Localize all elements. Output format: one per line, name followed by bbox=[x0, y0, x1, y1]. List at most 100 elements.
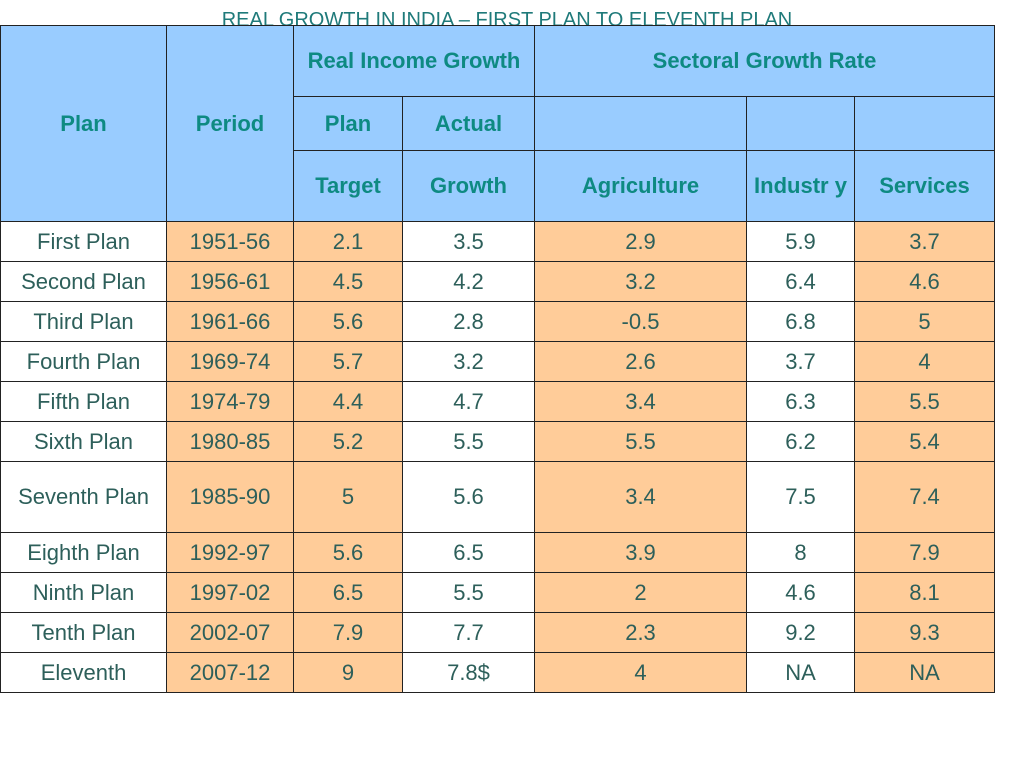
table-row: Eighth Plan 1992-97 5.6 6.5 3.9 8 7.9 bbox=[0, 532, 995, 573]
slide-title: REAL GROWTH IN INDIA – FIRST PLAN TO ELE… bbox=[221, 9, 793, 26]
cell-period: 1985-90 bbox=[166, 461, 294, 533]
cell-period: 1956-61 bbox=[166, 261, 294, 302]
cell-services: 7.9 bbox=[854, 532, 995, 573]
header-empty-services bbox=[854, 96, 995, 151]
cell-agriculture: 3.9 bbox=[534, 532, 747, 573]
table-row: Tenth Plan 2002-07 7.9 7.7 2.3 9.2 9.3 bbox=[0, 612, 995, 653]
cell-services: 8.1 bbox=[854, 572, 995, 613]
header-row-3: Target Growth Agriculture Industr y Serv… bbox=[1, 150, 995, 222]
cell-plan-target: 5.6 bbox=[293, 532, 403, 573]
cell-plan-target: 4.4 bbox=[293, 381, 403, 422]
header-row-2: Plan Actual bbox=[1, 96, 995, 151]
cell-services: NA bbox=[854, 652, 995, 693]
cell-plan-target: 5 bbox=[293, 461, 403, 533]
header-row-1: Plan Period Real Income Growth Sectoral … bbox=[0, 25, 995, 222]
cell-period: 1992-97 bbox=[166, 532, 294, 573]
cell-industry: 6.4 bbox=[746, 261, 855, 302]
cell-actual-growth: 7.7 bbox=[402, 612, 535, 653]
table-row: Sixth Plan 1980-85 5.2 5.5 5.5 6.2 5.4 bbox=[0, 421, 995, 462]
table-row: Eleventh 2007-12 9 7.8$ 4 NA NA bbox=[0, 652, 995, 693]
header-sectoral-growth-rate: Sectoral Growth Rate bbox=[534, 25, 995, 97]
header-empty-agriculture bbox=[534, 96, 747, 151]
header-real-income-growth: Real Income Growth bbox=[293, 25, 535, 97]
cell-industry: 6.2 bbox=[746, 421, 855, 462]
cell-agriculture: 5.5 bbox=[534, 421, 747, 462]
header-services: Services bbox=[854, 150, 995, 222]
cell-services: 5.5 bbox=[854, 381, 995, 422]
table-row: First Plan 1951-56 2.1 3.5 2.9 5.9 3.7 bbox=[0, 221, 995, 262]
header-period: Period bbox=[166, 25, 294, 222]
cell-actual-growth: 3.5 bbox=[402, 221, 535, 262]
cell-services: 3.7 bbox=[854, 221, 995, 262]
cell-actual-growth: 5.6 bbox=[402, 461, 535, 533]
table-row: Second Plan 1956-61 4.5 4.2 3.2 6.4 4.6 bbox=[0, 261, 995, 302]
table-body: First Plan 1951-56 2.1 3.5 2.9 5.9 3.7 Second P… bbox=[0, 221, 995, 693]
cell-agriculture: 2.9 bbox=[534, 221, 747, 262]
cell-period: 1951-56 bbox=[166, 221, 294, 262]
header-actual-sub: Actual bbox=[402, 96, 535, 151]
header-empty-industry bbox=[746, 96, 855, 151]
cell-period: 1969-74 bbox=[166, 341, 294, 382]
cell-plan-target: 5.2 bbox=[293, 421, 403, 462]
header-agriculture: Agriculture bbox=[534, 150, 747, 222]
cell-actual-growth: 5.5 bbox=[402, 572, 535, 613]
cell-services: 9.3 bbox=[854, 612, 995, 653]
cell-plan-target: 4.5 bbox=[293, 261, 403, 302]
cell-period: 1961-66 bbox=[166, 301, 294, 342]
cell-period: 2002-07 bbox=[166, 612, 294, 653]
cell-plan-target: 5.6 bbox=[293, 301, 403, 342]
cell-agriculture: 2.3 bbox=[534, 612, 747, 653]
cell-actual-growth: 3.2 bbox=[402, 341, 535, 382]
table-row: Third Plan 1961-66 5.6 2.8 -0.5 6.8 5 bbox=[0, 301, 995, 342]
cell-plan-target: 9 bbox=[293, 652, 403, 693]
cell-agriculture: 3.4 bbox=[534, 461, 747, 533]
cell-services: 4 bbox=[854, 341, 995, 382]
cell-industry: 8 bbox=[746, 532, 855, 573]
cell-period: 2007-12 bbox=[166, 652, 294, 693]
cell-plan: Sixth Plan bbox=[0, 421, 167, 462]
cell-agriculture: 2.6 bbox=[534, 341, 747, 382]
cell-agriculture: 3.4 bbox=[534, 381, 747, 422]
table-header: Plan Period Real Income Growth Sectoral … bbox=[0, 25, 995, 222]
cell-period: 1980-85 bbox=[166, 421, 294, 462]
cell-plan-target: 5.7 bbox=[293, 341, 403, 382]
cell-industry: 5.9 bbox=[746, 221, 855, 262]
cell-services: 5 bbox=[854, 301, 995, 342]
cell-plan: Third Plan bbox=[0, 301, 167, 342]
cell-actual-growth: 7.8$ bbox=[402, 652, 535, 693]
cell-actual-growth: 4.7 bbox=[402, 381, 535, 422]
table-row: Fourth Plan 1969-74 5.7 3.2 2.6 3.7 4 bbox=[0, 341, 995, 382]
cell-actual-growth: 5.5 bbox=[402, 421, 535, 462]
cell-plan: Fifth Plan bbox=[0, 381, 167, 422]
cell-industry: 3.7 bbox=[746, 341, 855, 382]
cell-agriculture: 3.2 bbox=[534, 261, 747, 302]
cell-plan: Seventh Plan bbox=[0, 461, 167, 533]
header-target: Target bbox=[293, 150, 403, 222]
table-row: Ninth Plan 1997-02 6.5 5.5 2 4.6 8.1 bbox=[0, 572, 995, 613]
cell-plan-target: 2.1 bbox=[293, 221, 403, 262]
cell-agriculture: 4 bbox=[534, 652, 747, 693]
header-growth: Growth bbox=[402, 150, 535, 222]
header-industry: Industr y bbox=[746, 150, 855, 222]
cell-plan: First Plan bbox=[0, 221, 167, 262]
cell-industry: 7.5 bbox=[746, 461, 855, 533]
cell-period: 1997-02 bbox=[166, 572, 294, 613]
cell-actual-growth: 4.2 bbox=[402, 261, 535, 302]
cell-period: 1974-79 bbox=[166, 381, 294, 422]
cell-industry: 4.6 bbox=[746, 572, 855, 613]
table-row: Seventh Plan 1985-90 5 5.6 3.4 7.5 7.4 bbox=[0, 461, 995, 533]
cell-industry: 9.2 bbox=[746, 612, 855, 653]
cell-plan: Ninth Plan bbox=[0, 572, 167, 613]
cell-industry: 6.3 bbox=[746, 381, 855, 422]
cell-industry: NA bbox=[746, 652, 855, 693]
header-plan: Plan bbox=[0, 25, 167, 222]
growth-table: Plan Period Real Income Growth Sectoral … bbox=[0, 25, 995, 693]
cell-agriculture: -0.5 bbox=[534, 301, 747, 342]
cell-plan: Eleventh bbox=[0, 652, 167, 693]
cell-plan-target: 6.5 bbox=[293, 572, 403, 613]
cell-services: 4.6 bbox=[854, 261, 995, 302]
cell-actual-growth: 2.8 bbox=[402, 301, 535, 342]
cell-plan: Second Plan bbox=[0, 261, 167, 302]
cell-plan: Tenth Plan bbox=[0, 612, 167, 653]
